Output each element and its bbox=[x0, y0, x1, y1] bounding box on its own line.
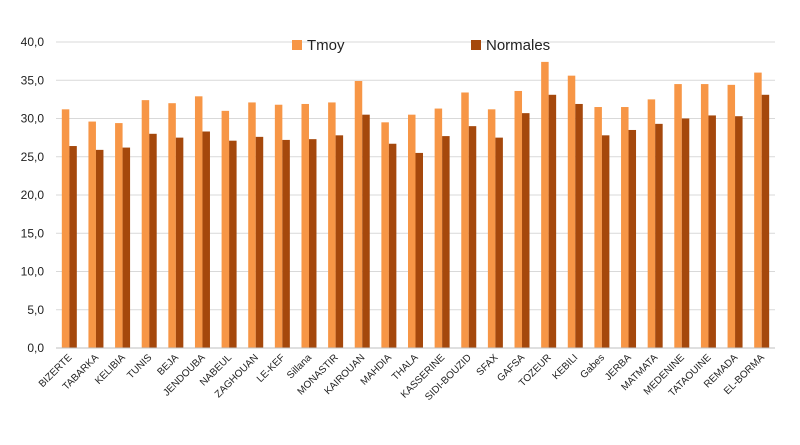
bar-tmoy-remada bbox=[727, 84, 736, 348]
bar-normales-mahdia bbox=[388, 143, 397, 348]
bar-normales-kebili bbox=[575, 103, 583, 348]
bar-normales-remada bbox=[735, 116, 743, 348]
bar-tmoy-gabes bbox=[594, 107, 602, 349]
bar-normales-sillana bbox=[308, 139, 317, 348]
bar-normales-tataouine bbox=[708, 115, 716, 348]
bar-tmoy-matmata bbox=[647, 99, 656, 348]
x-tick-label: Gabes bbox=[578, 352, 607, 381]
bar-normales-sfax bbox=[495, 137, 503, 348]
bar-tmoy-kebili bbox=[567, 75, 576, 348]
bar-normales-medenine bbox=[681, 118, 690, 348]
bar-tmoy-kasserine bbox=[434, 108, 443, 349]
x-tick-label: LE-KEF bbox=[255, 352, 288, 385]
bar-tmoy-thala bbox=[408, 114, 416, 348]
bar-normales-gafsa bbox=[522, 113, 530, 349]
bar-normales-monastir bbox=[335, 135, 344, 348]
bar-tmoy-beja bbox=[168, 103, 176, 348]
legend-swatch-tmoy bbox=[292, 40, 302, 50]
bar-normales-tunis bbox=[149, 133, 157, 348]
x-tick-label: KELIBIA bbox=[93, 352, 128, 387]
y-tick-label: 5,0 bbox=[27, 303, 44, 317]
bar-normales-kairouan bbox=[362, 114, 370, 348]
bar-tmoy-tozeur bbox=[541, 61, 549, 348]
x-tick-label: KEBILI bbox=[551, 352, 581, 382]
bar-tmoy-gafsa bbox=[514, 90, 523, 349]
bar-tmoy-mahdia bbox=[381, 122, 389, 348]
y-tick-label: 10,0 bbox=[21, 265, 45, 279]
bar-normales-beja bbox=[175, 137, 184, 348]
bar-tmoy-zaghouan bbox=[248, 102, 256, 348]
bar-tmoy-kairouan bbox=[354, 81, 363, 348]
bar-tmoy-jendouba bbox=[194, 96, 203, 348]
legend: Tmoy Normales bbox=[292, 37, 550, 54]
bar-tmoy-tabarka bbox=[88, 121, 96, 348]
bar-tmoy-le-kef bbox=[274, 104, 283, 348]
bar-normales-gabes bbox=[601, 135, 610, 348]
bar-normales-jerba bbox=[628, 129, 637, 348]
bar-normales-jendouba bbox=[202, 131, 210, 348]
bar-tmoy-tunis bbox=[141, 100, 150, 348]
y-axis: 0,0 5,0 10,0 15,0 20,0 25,0 30,0 35,0 40,0 bbox=[21, 35, 45, 355]
bar-tmoy-sfax bbox=[487, 109, 496, 348]
bar-tmoy-tataouine bbox=[700, 84, 709, 348]
bar-normales-bizerte bbox=[69, 146, 77, 348]
bar-normales-sidi-bouzid bbox=[468, 126, 477, 349]
bar-normales-tabarka bbox=[95, 149, 104, 348]
legend-label-tmoy: Tmoy bbox=[307, 37, 345, 54]
bar-normales-el-borma bbox=[761, 94, 770, 348]
x-tick-label: TUNIS bbox=[125, 352, 154, 381]
bar-tmoy-jerba bbox=[621, 107, 629, 349]
y-tick-label: 35,0 bbox=[21, 73, 45, 87]
bar-tmoy-bizerte bbox=[61, 109, 70, 348]
bar-normales-kasserine bbox=[442, 136, 450, 348]
legend-swatch-normales bbox=[471, 40, 481, 50]
y-tick-label: 0,0 bbox=[27, 341, 44, 355]
y-tick-label: 15,0 bbox=[21, 226, 45, 240]
bar-tmoy-monastir bbox=[328, 102, 336, 348]
bar-tmoy-el-borma bbox=[754, 72, 762, 348]
y-tick-label: 40,0 bbox=[21, 35, 45, 49]
bar-normales-matmata bbox=[655, 123, 663, 348]
bar-normales-nabeul bbox=[229, 140, 237, 348]
bar-tmoy-medenine bbox=[674, 84, 682, 348]
bar-tmoy-sillana bbox=[301, 103, 309, 348]
bars bbox=[61, 61, 770, 349]
bar-tmoy-sidi-bouzid bbox=[461, 92, 469, 349]
legend-label-normales: Normales bbox=[486, 37, 550, 54]
bar-normales-thala bbox=[415, 152, 423, 348]
bar-normales-kelibia bbox=[122, 147, 131, 348]
y-tick-label: 20,0 bbox=[21, 188, 45, 202]
y-tick-label: 30,0 bbox=[21, 112, 45, 126]
bar-normales-le-kef bbox=[282, 139, 290, 348]
bar-normales-tozeur bbox=[548, 94, 557, 348]
bar-tmoy-kelibia bbox=[115, 123, 123, 348]
y-tick-label: 25,0 bbox=[21, 150, 45, 164]
bar-tmoy-nabeul bbox=[221, 110, 230, 348]
bar-normales-zaghouan bbox=[255, 136, 264, 348]
